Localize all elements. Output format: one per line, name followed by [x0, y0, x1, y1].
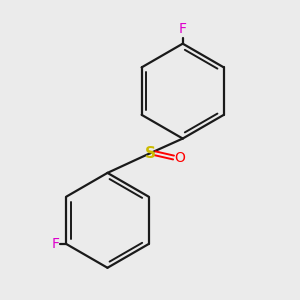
Text: F: F [51, 237, 59, 251]
Text: S: S [145, 146, 155, 161]
Text: F: F [179, 22, 187, 37]
Text: O: O [175, 151, 185, 164]
